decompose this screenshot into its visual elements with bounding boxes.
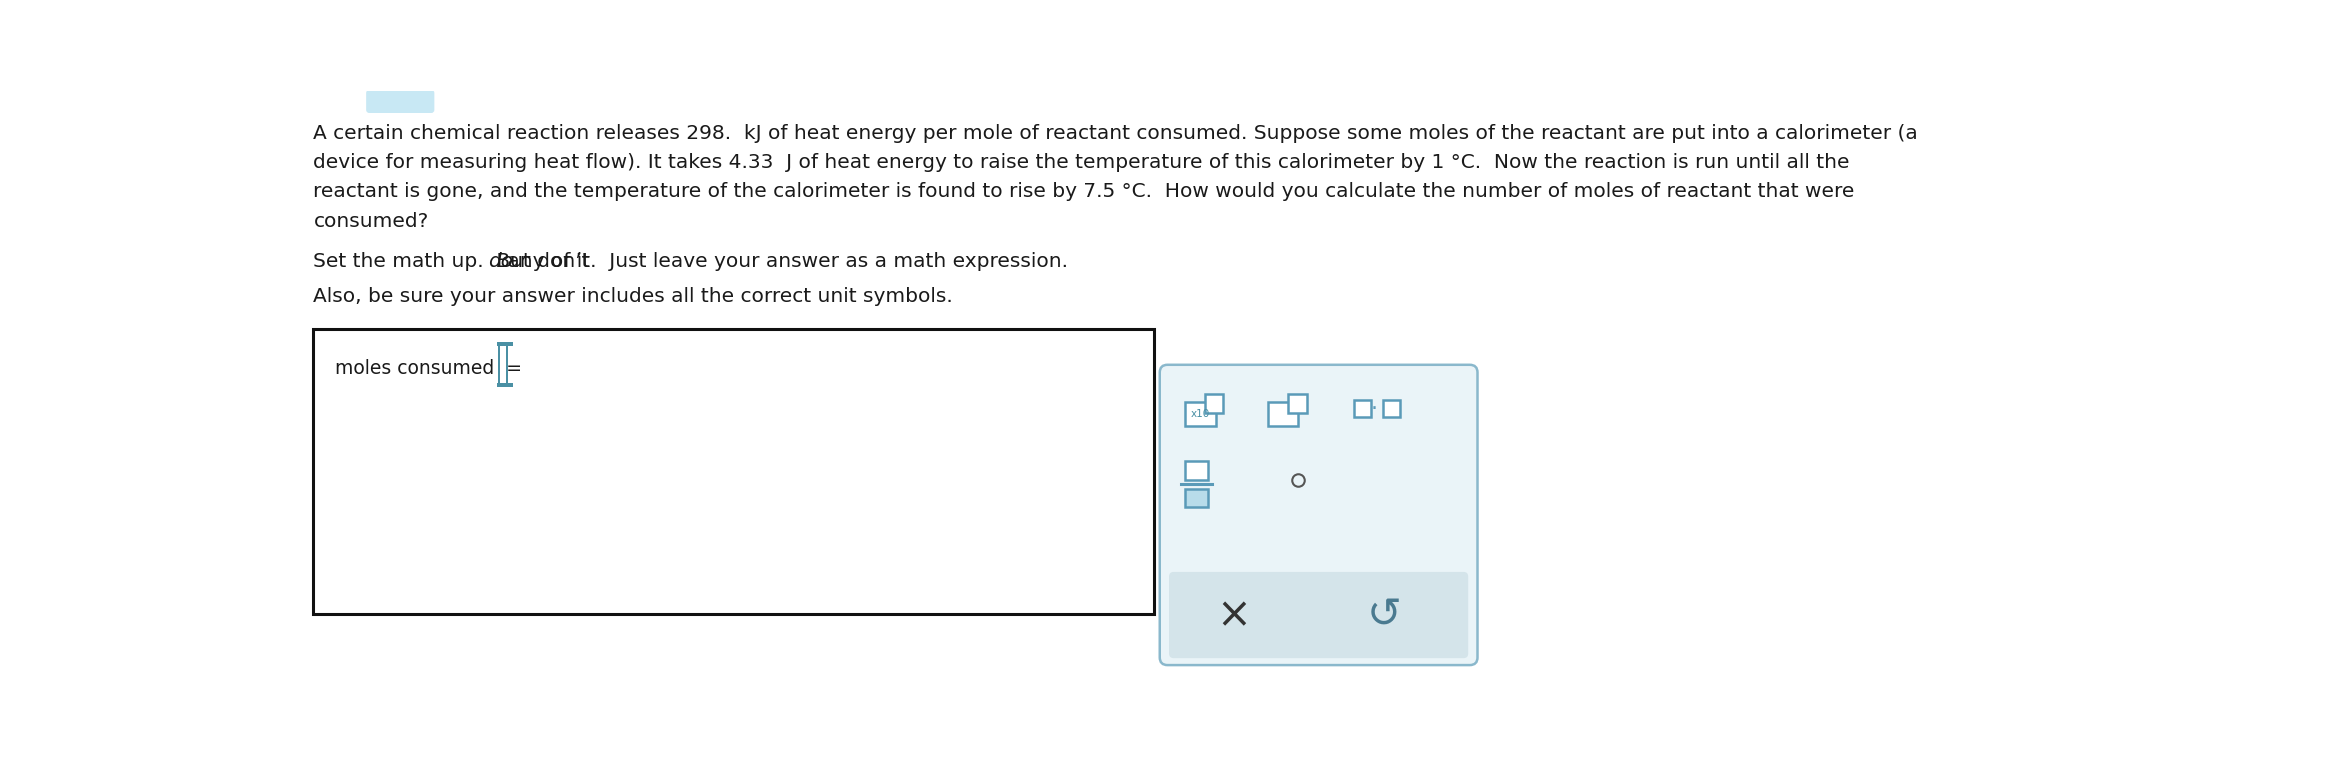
FancyBboxPatch shape bbox=[366, 90, 434, 113]
Bar bbox=[1267, 402, 1298, 427]
Bar bbox=[1354, 400, 1370, 417]
Bar bbox=[1186, 402, 1216, 427]
Bar bbox=[1186, 488, 1207, 507]
Text: ·: · bbox=[1370, 399, 1377, 418]
Text: Set the math up.  But don’t: Set the math up. But don’t bbox=[313, 251, 595, 271]
Text: moles consumed  =: moles consumed = bbox=[336, 359, 523, 378]
Text: ↺: ↺ bbox=[1368, 594, 1403, 636]
Text: do: do bbox=[488, 251, 513, 271]
Bar bbox=[1384, 400, 1400, 417]
Bar bbox=[1288, 394, 1307, 412]
FancyBboxPatch shape bbox=[1169, 572, 1468, 658]
Bar bbox=[313, 329, 1155, 614]
Bar bbox=[497, 342, 513, 346]
Bar bbox=[497, 383, 513, 387]
Text: any of it.  Just leave your answer as a math expression.: any of it. Just leave your answer as a m… bbox=[499, 251, 1067, 271]
Text: Also, be sure your answer includes all the correct unit symbols.: Also, be sure your answer includes all t… bbox=[313, 287, 952, 306]
Text: x10: x10 bbox=[1190, 409, 1209, 419]
Text: reactant is gone, and the temperature of the calorimeter is found to rise by 7.5: reactant is gone, and the temperature of… bbox=[313, 182, 1856, 201]
FancyBboxPatch shape bbox=[1160, 365, 1477, 665]
Bar bbox=[1204, 394, 1223, 412]
Text: consumed?: consumed? bbox=[313, 212, 429, 231]
Bar bbox=[1186, 461, 1207, 479]
Text: A certain chemical reaction releases 298.  kJ of heat energy per mole of reactan: A certain chemical reaction releases 298… bbox=[313, 123, 1919, 142]
Text: device for measuring heat flow). It takes 4.33  J of heat energy to raise the te: device for measuring heat flow). It take… bbox=[313, 153, 1851, 172]
Text: ×: × bbox=[1216, 594, 1251, 636]
